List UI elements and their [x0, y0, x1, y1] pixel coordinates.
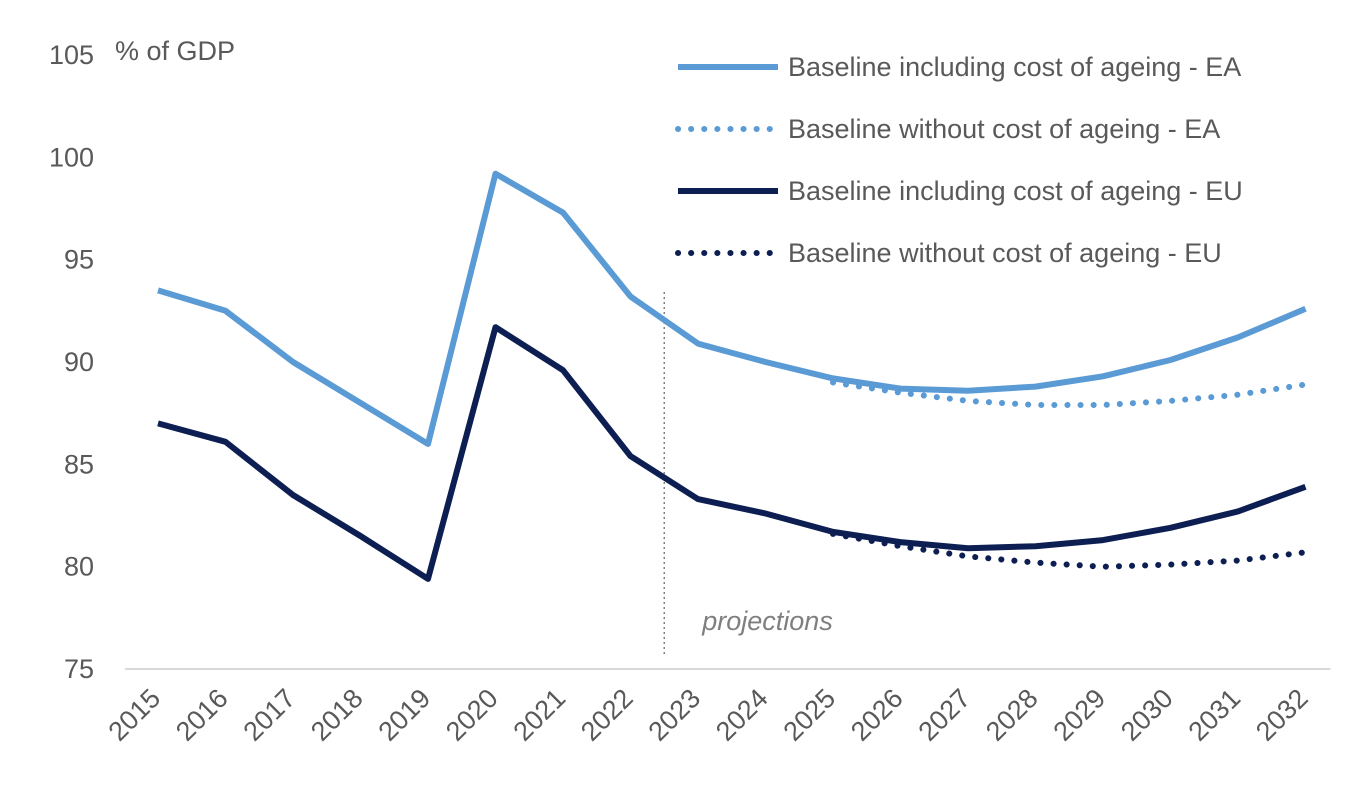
x-tick-label: 2019: [373, 683, 437, 747]
x-tick-label: 2024: [710, 683, 774, 747]
legend: Baseline including cost of ageing - EA Ba…: [678, 52, 1243, 268]
x-tick-label: 2020: [440, 683, 504, 747]
y-tick-label: 75: [64, 654, 94, 684]
x-tick-label: 2031: [1183, 683, 1247, 747]
y-axis-ticks: 75 80 85 90 95 100 105: [49, 40, 94, 684]
y-tick-label: 100: [49, 142, 94, 172]
x-axis-ticks: 2015 2016 2017 2018 2019 2020 2021 2022 2023 2024…: [103, 683, 1314, 747]
x-tick-label: 2018: [305, 683, 369, 747]
x-tick-label: 2023: [643, 683, 707, 747]
series-line: [158, 327, 1306, 579]
series-line: [833, 534, 1306, 567]
legend-label: Baseline including cost of ageing - EA: [788, 52, 1241, 82]
x-tick-label: 2026: [845, 683, 909, 747]
series-lines: [158, 174, 1306, 579]
x-tick-label: 2021: [508, 683, 572, 747]
y-tick-label: 95: [64, 245, 94, 275]
x-tick-label: 2030: [1115, 683, 1179, 747]
x-tick-label: 2016: [170, 683, 234, 747]
x-tick-label: 2029: [1048, 683, 1112, 747]
x-tick-label: 2022: [575, 683, 639, 747]
y-tick-label: 85: [64, 449, 94, 479]
x-tick-label: 2032: [1250, 683, 1314, 747]
y-tick-label: 105: [49, 40, 94, 70]
legend-label: Baseline including cost of ageing - EU: [788, 176, 1243, 206]
x-tick-label: 2025: [778, 683, 842, 747]
x-tick-label: 2027: [913, 683, 977, 747]
x-tick-label: 2028: [980, 683, 1044, 747]
legend-label: Baseline without cost of ageing - EU: [788, 238, 1222, 268]
x-tick-label: 2017: [238, 683, 302, 747]
projections-annotation: projections: [701, 606, 833, 636]
y-tick-label: 90: [64, 347, 94, 377]
y-axis-unit-label: % of GDP: [115, 36, 235, 66]
y-tick-label: 80: [64, 552, 94, 582]
legend-label: Baseline without cost of ageing - EA: [788, 114, 1220, 144]
x-tick-label: 2015: [103, 683, 167, 747]
